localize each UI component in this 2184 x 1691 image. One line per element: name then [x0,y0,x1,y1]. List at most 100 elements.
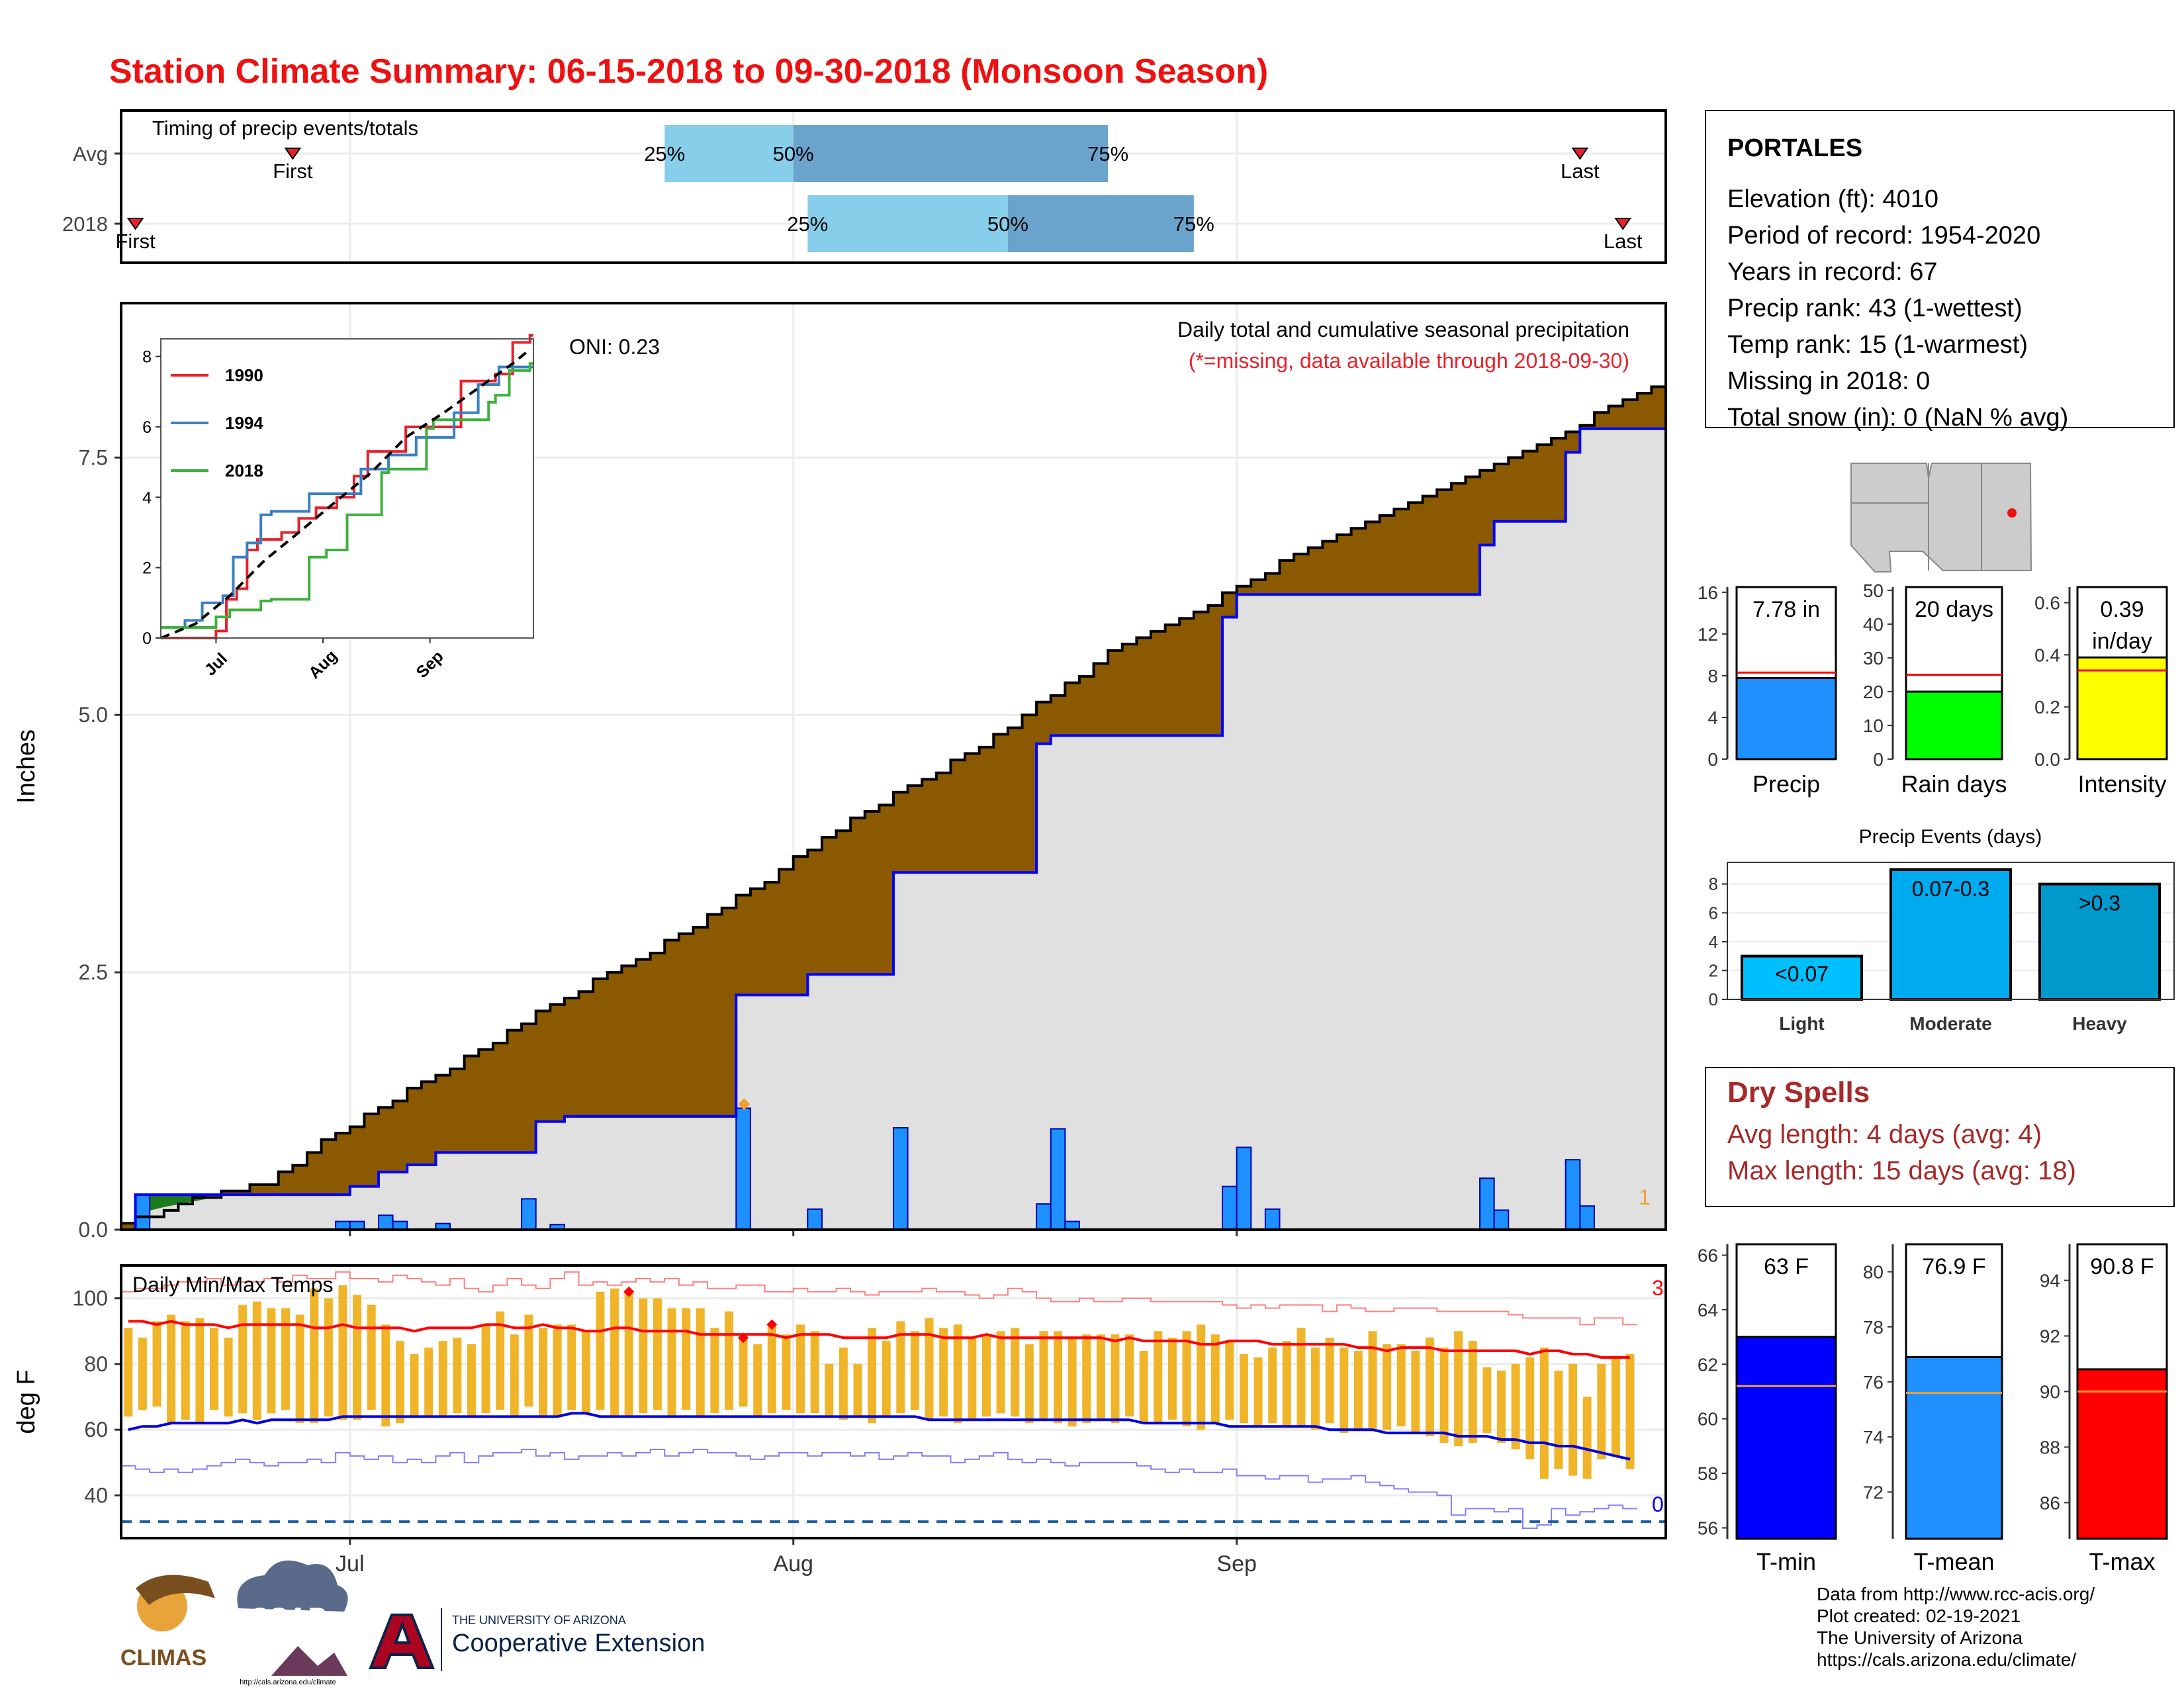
mini-y-tick-label: 0.0 [2034,749,2060,770]
daily-temp-bar [782,1334,791,1410]
inset-series-line [161,365,533,629]
daily-temp-bar [1282,1341,1291,1427]
y-tick-label: 0.0 [79,1218,108,1242]
daily-temp-bar [682,1308,691,1410]
mini-y-tick-label: 74 [1863,1427,1884,1447]
record-high-marker-icon [766,1319,778,1330]
daily-precip-bar [1479,1177,1495,1230]
csap-url: http://cals.arizona.edu/climate [240,1678,336,1686]
mini-bar-value [2076,656,2168,760]
daily-temp-bar [624,1291,633,1417]
timing-row-label: 2018 [62,212,108,236]
mini-chart-mini_raindays: 0 10 20 30 40 50 20 days Rain days [1863,580,2007,798]
mini-chart-mini_tmean: 72 74 76 78 80 76.9 F T-mean [1863,1243,2003,1575]
csap-logo-text: CSAP [250,1602,327,1633]
station-name: PORTALES [1727,134,1862,162]
daily-temp-bar [739,1338,748,1407]
mini-chart-mini_tmax: 86 88 90 92 94 90.8 F T-max [2040,1243,2168,1575]
daily-temp-bar [567,1324,576,1410]
station-info-line: Temp rank: 15 (1-warmest) [1727,331,2028,359]
mini-y-tick-label: 92 [2040,1326,2060,1347]
events-bar-label: <0.07 [1775,962,1829,986]
mini-bar-value [1735,676,1837,760]
daily-temp-bar [496,1311,505,1410]
daily-temp-bar [1625,1354,1635,1469]
daily-precip-bar [521,1198,537,1231]
daily-temp-bar [1569,1363,1578,1476]
timing-panel: Timing of precip events/totals 25% 50% 75% F… [62,109,1667,264]
quartile-50-label: 50% [987,212,1028,236]
daily-temp-bar [195,1318,205,1424]
footer-line: Data from http://www.rcc-acis.org/ [1817,1584,2095,1604]
daily-temp-bar [1425,1338,1434,1437]
mini-y-tick-label: 66 [1698,1245,1718,1265]
average-max-line [128,1320,1630,1359]
daily-temp-bar [1411,1351,1420,1434]
state-shapes [1850,463,2032,572]
ua-logo-icon [369,1614,435,1669]
events-y-tick-label: 2 [1709,960,1718,980]
mini-bar-value [2076,1368,2168,1540]
y-tick-label: 100 [73,1287,108,1310]
y-tick-label: 80 [84,1352,108,1376]
station-info-line: Period of record: 1954-2020 [1727,222,2040,250]
daily-temp-bar [1111,1334,1120,1424]
daily-temp-bar [524,1314,533,1407]
daily-temp-bar [381,1324,390,1427]
daily-temp-bar [753,1344,762,1417]
daily-precip-bar [1222,1185,1238,1230]
events-y-tick-label: 6 [1709,903,1718,923]
mini-y-tick-label: 62 [1698,1354,1718,1375]
events-x-tick-label: Heavy [2072,1013,2127,1034]
daily-temp-bar [1454,1331,1463,1447]
daily-temp-bar [882,1341,891,1417]
daily-temp-bar [267,1308,276,1414]
logos: CLIMAS CSAP http://cals.arizona.edu/climat… [120,1560,705,1686]
daily-temp-bar [1482,1367,1492,1434]
mini-bar-value-label: 20 days [1915,597,1993,622]
precip-subtitle: (*=missing, data available through 2018-… [1189,349,1629,373]
record-high-count: 3 [1652,1276,1664,1300]
daily-temp-bar [1068,1338,1077,1427]
precip-title: Daily total and cumulative seasonal prec… [1177,318,1629,342]
mini-y-tick-label: 0.4 [2034,645,2060,665]
average-cumulative-line [121,385,1666,1225]
mini-bar-value-label: 76.9 F [1922,1254,1985,1279]
precip-y-axis-label: Inches [13,729,40,803]
daily-temp-bar [767,1324,776,1414]
mini-y-tick-label: 40 [1863,614,1884,635]
mini-y-tick-label: 80 [1863,1262,1884,1283]
daily-temp-bar [1525,1357,1535,1459]
y-tick-label: 40 [84,1483,108,1507]
daily-temp-bar [310,1288,319,1424]
dry-spells-avg: Avg length: 4 days (avg: 4) [1727,1120,2042,1149]
events-bar [1889,868,2012,1001]
events-title: Precip Events (days) [1859,826,2042,848]
mini-bar-x-label: Precip [1752,770,1820,798]
station-info-line: Total snow (in): 0 (NaN % avg) [1727,404,2068,432]
events-border [1727,862,2175,1000]
daily-temp-bar [467,1344,476,1417]
daily-temp-bar [724,1311,733,1410]
daily-temp-bar [981,1334,991,1417]
climas-logo-text: CLIMAS [120,1645,206,1670]
mini-y-tick-label: 76 [1863,1372,1884,1393]
daily-temp-bar [667,1308,676,1417]
inset-series-line [161,334,533,639]
max-daily-marker-icon [738,1098,751,1111]
mini-y-tick-label: 8 [1707,666,1718,686]
daily-temp-bar [453,1338,462,1414]
csap-mountain-icon [271,1646,347,1676]
daily-temp-bar [868,1328,877,1424]
daily-temp-bar [968,1338,977,1420]
daily-temp-bar [953,1324,962,1424]
daily-temp-bar [410,1354,419,1417]
mini-bar-value-label: in/day [2092,629,2152,654]
daily-precip-bar [1565,1159,1581,1230]
daily-temp-bar [1139,1351,1148,1424]
daily-temp-bar [1054,1331,1063,1424]
daily-temp-bar [596,1291,605,1410]
daily-temp-bar [610,1288,619,1417]
mini-y-tick-label: 10 [1863,715,1884,736]
footer-line: https://cals.arizona.edu/climate/ [1817,1649,2077,1670]
